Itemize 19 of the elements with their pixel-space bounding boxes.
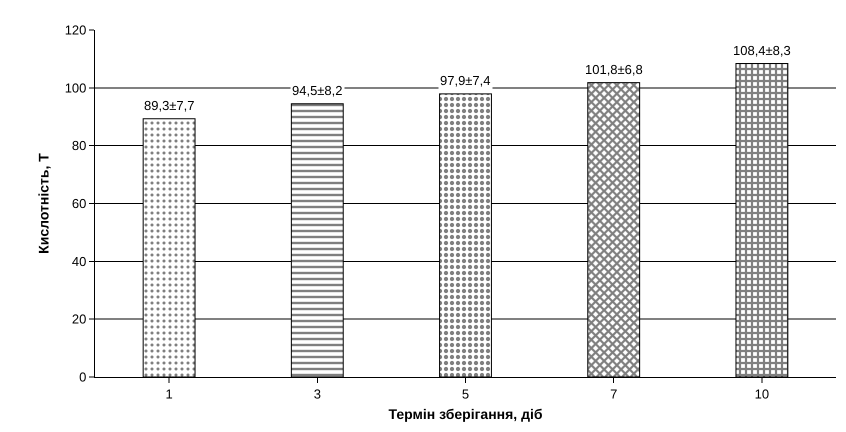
data-label: 94,5±8,2 bbox=[292, 83, 343, 98]
y-tick-label: 120 bbox=[64, 22, 86, 38]
data-label: 108,4±8,3 bbox=[733, 43, 791, 58]
y-tick-label: 40 bbox=[72, 254, 86, 269]
x-tick-label: 1 bbox=[165, 386, 173, 402]
x-tick-label: 5 bbox=[462, 386, 470, 402]
x-tick-label: 10 bbox=[754, 386, 770, 402]
x-axis-title: Термін зберігання, діб bbox=[388, 406, 543, 422]
data-label: 97,9±7,4 bbox=[440, 73, 491, 88]
x-tick-label: 3 bbox=[314, 386, 321, 402]
data-label: 101,8±6,8 bbox=[585, 62, 643, 77]
y-tick-label: 100 bbox=[64, 80, 86, 96]
y-tick-label: 80 bbox=[72, 138, 86, 154]
y-tick-label: 20 bbox=[72, 312, 86, 327]
y-tick-label: 60 bbox=[72, 196, 86, 212]
y-tick-label: 0 bbox=[79, 370, 86, 385]
x-tick-label: 7 bbox=[610, 386, 618, 402]
data-label: 89,3±7,7 bbox=[144, 98, 195, 113]
y-axis-title: Кислотність, Т bbox=[35, 152, 52, 254]
